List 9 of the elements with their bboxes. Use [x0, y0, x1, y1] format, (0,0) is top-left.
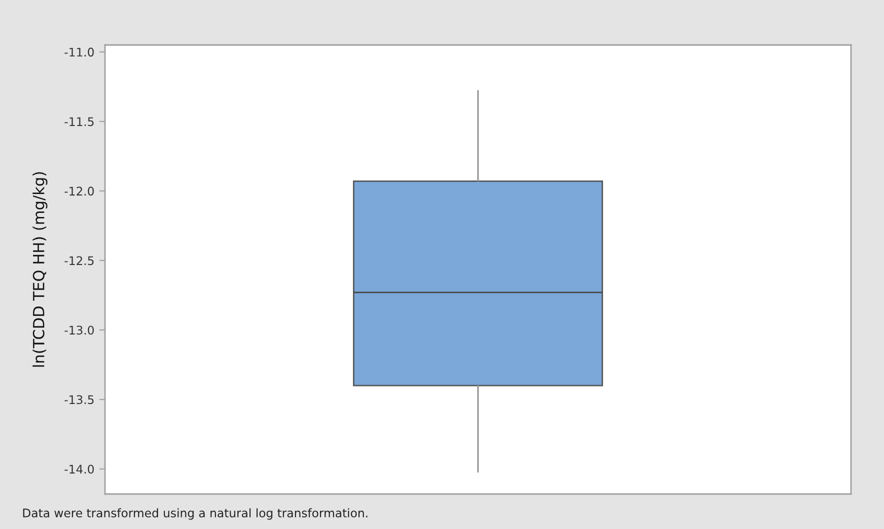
- y-tick-label: -12.5: [64, 256, 94, 266]
- y-tick-label: -11.5: [64, 117, 94, 126]
- text: Data were transformed using a natural log transformation.: [23, 508, 368, 520]
- y-tick-label: -13.0: [64, 326, 94, 335]
- y-tick-label: -13.5: [64, 395, 94, 404]
- y-tick-label: -12.0: [64, 186, 94, 196]
- y-axis-title: ln(TCDD TEQ HH) (mg/kg): [32, 172, 48, 367]
- y-tick-label: -14.0: [64, 464, 94, 474]
- y-tick-label: -11.0: [64, 48, 94, 57]
